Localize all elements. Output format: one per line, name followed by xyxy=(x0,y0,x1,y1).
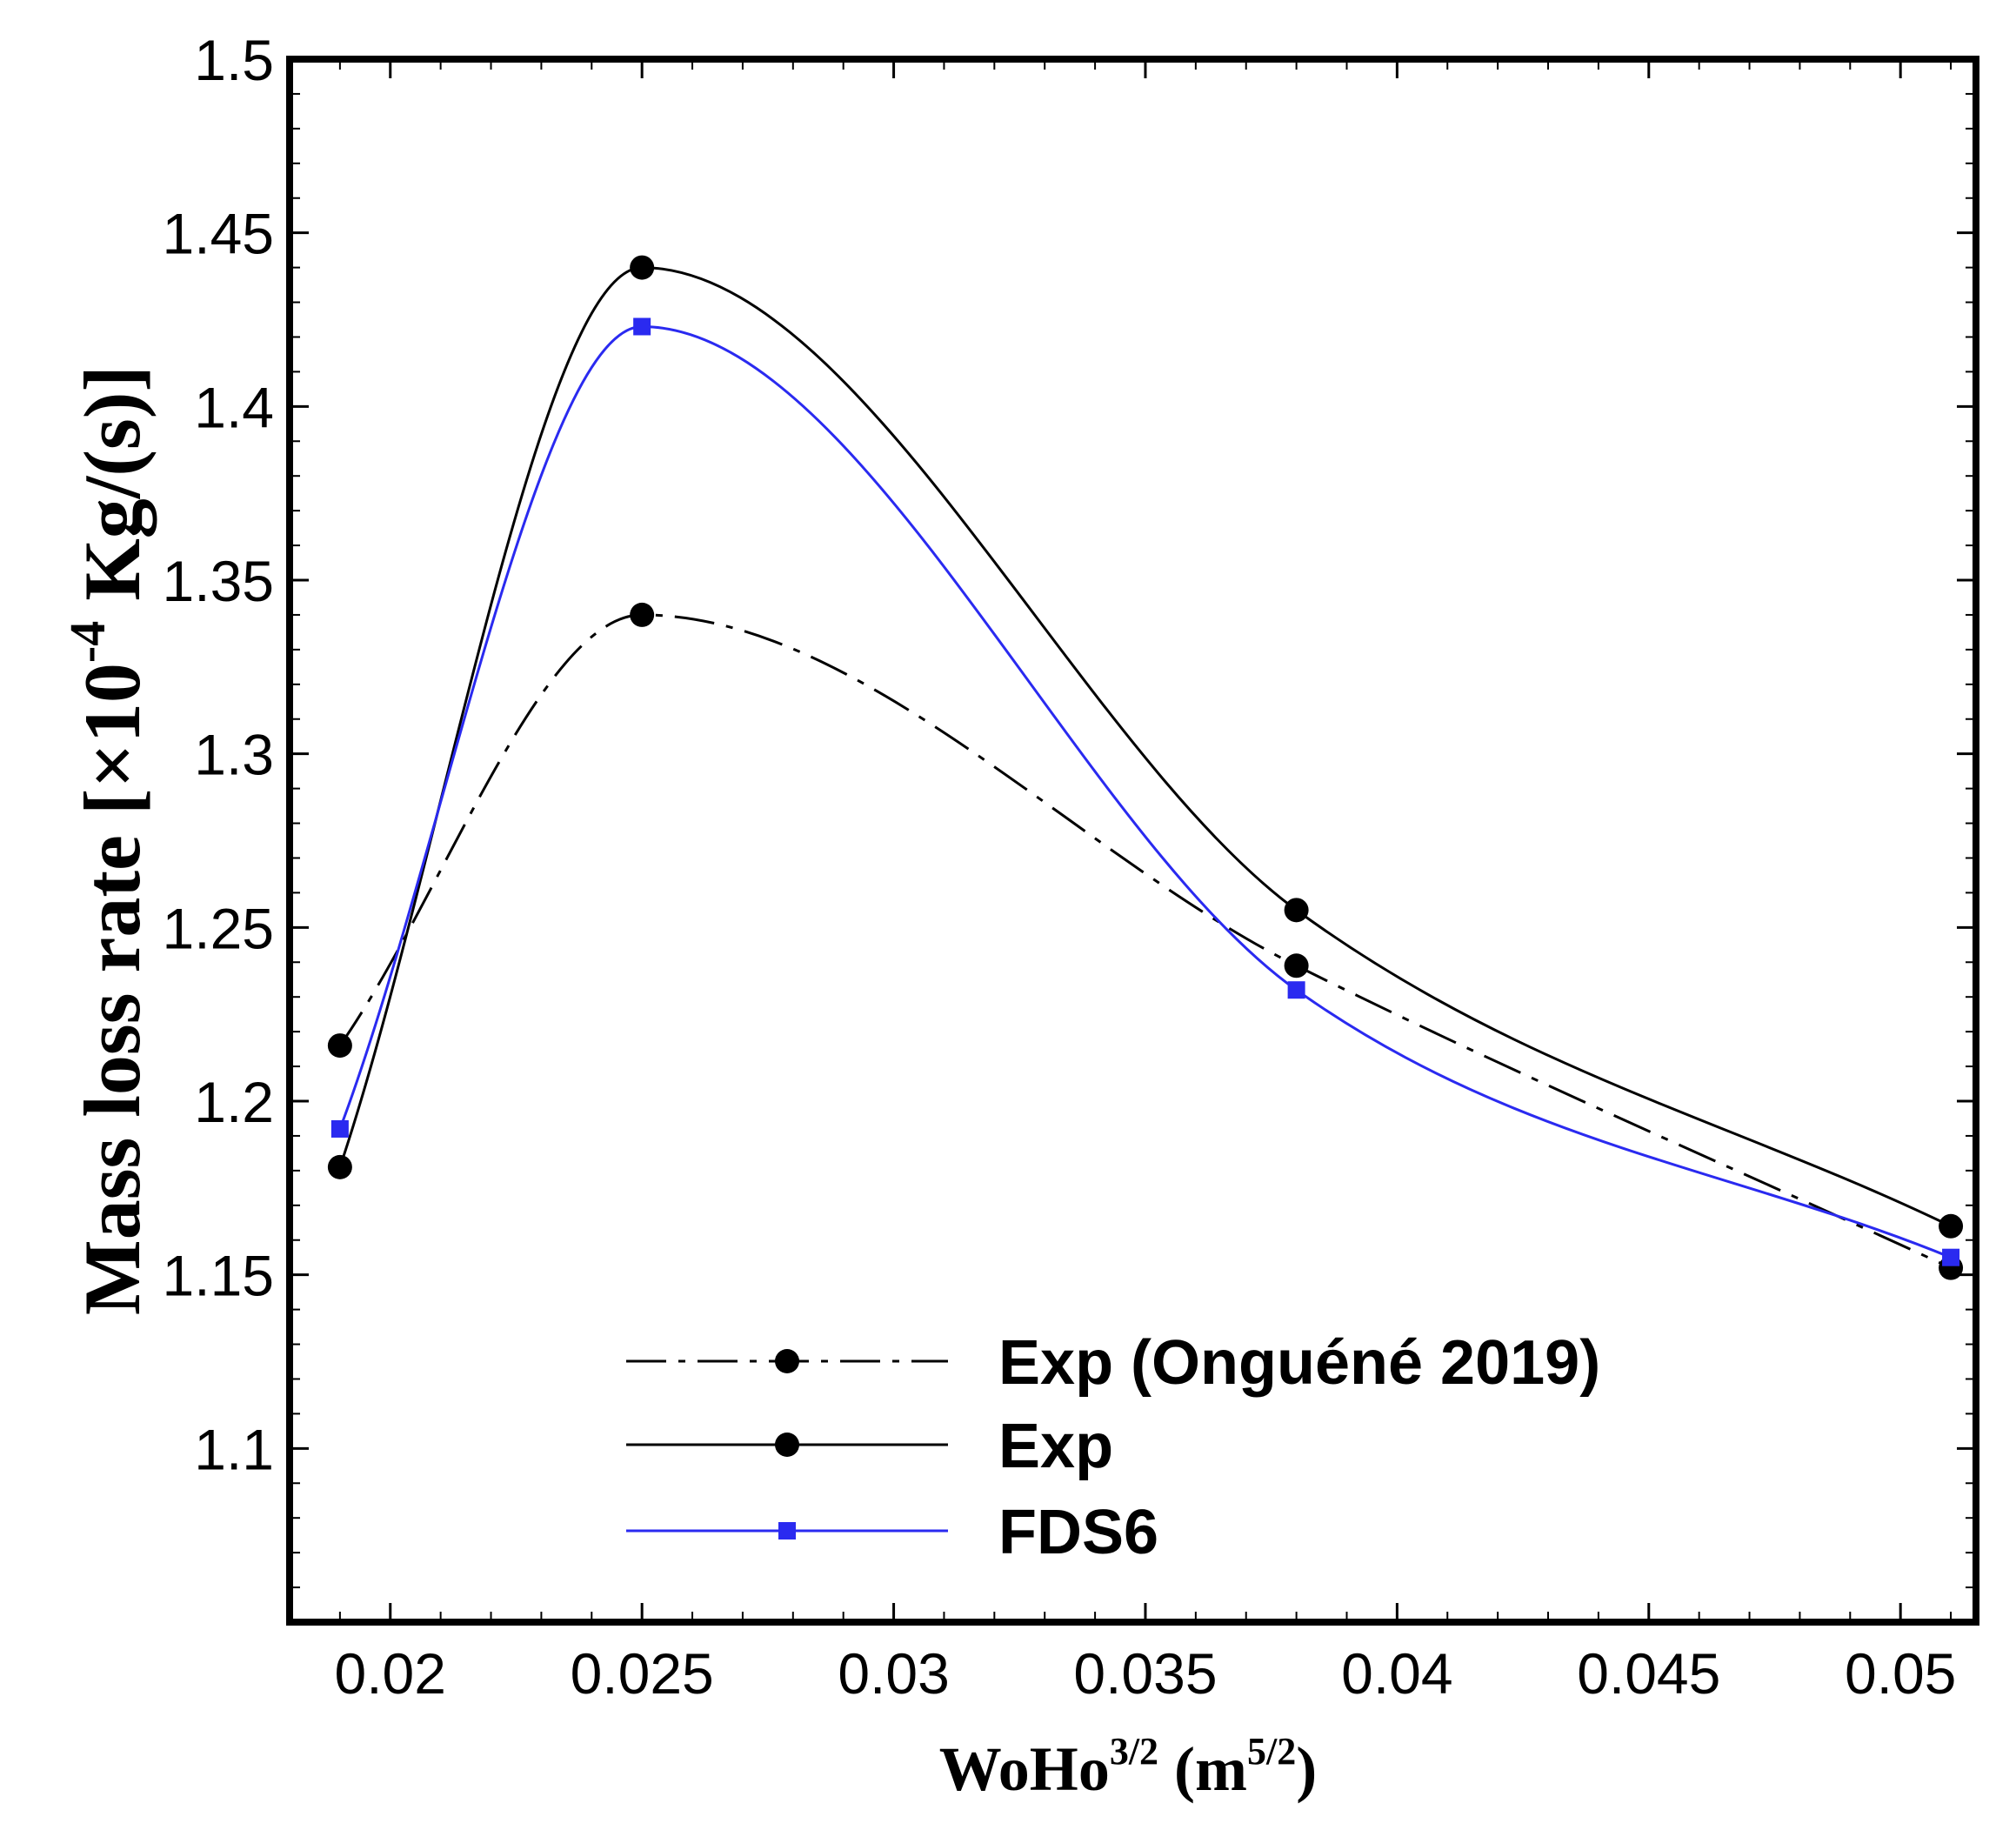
x-axis-title-base: WoHo xyxy=(939,1734,1110,1804)
x-tick-label: 0.02 xyxy=(335,1641,446,1706)
plot-frame xyxy=(286,56,1979,1626)
series-line xyxy=(338,613,1952,1270)
series-1 xyxy=(327,255,1964,1239)
data-point-circle xyxy=(630,255,655,280)
y-axis-title-base: Mass loss rate [×10 xyxy=(68,663,157,1315)
x-tick-label: 0.035 xyxy=(1073,1641,1217,1706)
data-point-square xyxy=(1287,981,1305,999)
legend-item: FDS6 xyxy=(626,1498,1158,1567)
y-tick-label: 1.3 xyxy=(194,723,274,787)
x-axis-title-unit-close: ) xyxy=(1296,1734,1317,1804)
x-axis-title-unit-sup: 5/2 xyxy=(1247,1730,1296,1773)
x-axis-title-sup: 3/2 xyxy=(1110,1730,1158,1773)
x-tick-label: 0.025 xyxy=(571,1641,714,1706)
y-tick-label: 1.25 xyxy=(163,896,274,960)
data-point-circle xyxy=(630,602,655,627)
y-tick-label: 1.4 xyxy=(194,375,274,439)
x-axis-title-unit-open: (m xyxy=(1158,1734,1247,1804)
x-tick-label: 0.03 xyxy=(838,1641,949,1706)
y-tick-label: 1.2 xyxy=(194,1070,274,1134)
y-tick-label: 1.35 xyxy=(163,549,274,613)
legend-marker-circle xyxy=(775,1433,799,1457)
y-tick-label: 1.15 xyxy=(163,1244,274,1308)
data-point-circle xyxy=(1284,898,1309,923)
data-point-square xyxy=(330,1119,349,1138)
x-axis-title: WoHo3/2 (m5/2) xyxy=(939,1730,1317,1804)
legend-item: Exp xyxy=(626,1412,1113,1481)
legend-label: FDS6 xyxy=(998,1498,1158,1567)
data-point-circle xyxy=(327,1033,352,1059)
legend-item: Exp (Onguéné 2019) xyxy=(626,1328,1600,1398)
data-point-square xyxy=(1942,1248,1960,1266)
y-tick-label: 1.1 xyxy=(194,1417,274,1481)
series-line xyxy=(338,266,1952,1228)
data-point-square xyxy=(633,317,651,336)
legend: Exp (Onguéné 2019) Exp FDS6 xyxy=(626,1328,1600,1567)
data-point-circle xyxy=(1284,953,1309,978)
legend-label: Exp xyxy=(998,1412,1113,1481)
legend-marker-circle xyxy=(775,1349,799,1373)
legend-label: Exp (Onguéné 2019) xyxy=(998,1328,1600,1398)
y-tick-label: 1.45 xyxy=(163,202,274,266)
data-point-circle xyxy=(1939,1213,1964,1239)
series-line xyxy=(338,324,1952,1259)
y-axis-title-unit: Kg/(s)] xyxy=(68,365,157,621)
legend-marker-square xyxy=(778,1522,796,1539)
series-2 xyxy=(330,317,1960,1266)
x-tick-label: 0.05 xyxy=(1845,1641,1956,1706)
series-layer xyxy=(327,255,1964,1280)
data-point-circle xyxy=(327,1154,352,1179)
y-axis-title-sup: -4 xyxy=(59,621,116,663)
y-tick-label: 1.5 xyxy=(194,28,274,92)
y-axis-title: Mass loss rate [×10-4 Kg/(s)] xyxy=(59,365,157,1315)
x-tick-label: 0.045 xyxy=(1577,1641,1720,1706)
ticks-layer: 0.02 0.025 0.03 0.035 0.04 0.045 0.05 1.1 1.15 1.… xyxy=(163,28,1976,1706)
x-tick-label: 0.04 xyxy=(1341,1641,1452,1706)
